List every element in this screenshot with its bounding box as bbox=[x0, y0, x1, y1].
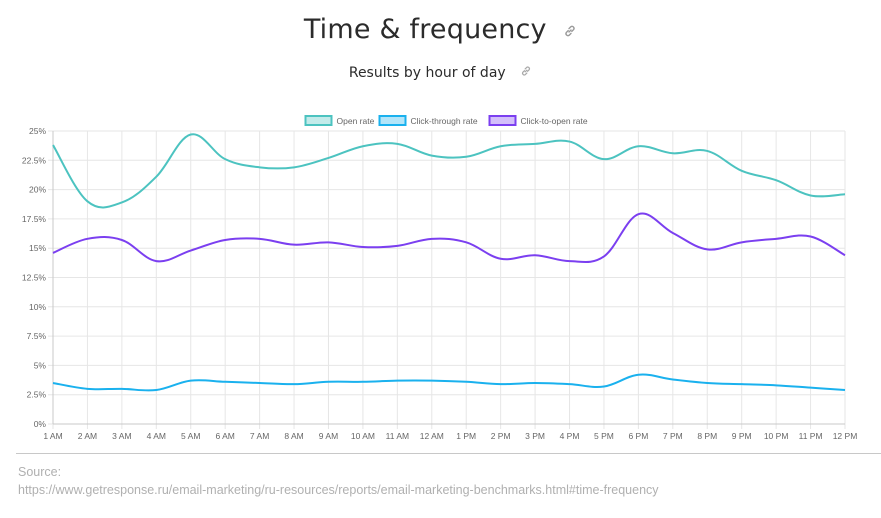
legend-label: Click-to-open rate bbox=[521, 116, 588, 126]
source-url[interactable]: https://www.getresponse.ru/email-marketi… bbox=[18, 483, 659, 497]
x-tick-label: 7 AM bbox=[250, 431, 269, 441]
legend-swatch bbox=[488, 115, 517, 126]
y-tick-label: 7.5% bbox=[27, 331, 47, 341]
x-tick-label: 4 AM bbox=[147, 431, 166, 441]
series-line bbox=[52, 373, 846, 392]
x-tick-label: 10 PM bbox=[764, 431, 789, 441]
legend-item[interactable]: Click-through rate bbox=[378, 115, 478, 126]
legend-item[interactable]: Click-to-open rate bbox=[488, 115, 588, 126]
x-tick-label: 5 AM bbox=[181, 431, 200, 441]
y-tick-label: 17.5% bbox=[22, 214, 47, 224]
divider bbox=[16, 453, 881, 454]
title-row: Time & frequency bbox=[0, 14, 881, 45]
link-icon[interactable] bbox=[520, 64, 532, 82]
y-tick-label: 0% bbox=[34, 419, 47, 429]
x-tick-label: 5 PM bbox=[594, 431, 614, 441]
x-tick-label: 6 PM bbox=[628, 431, 648, 441]
x-tick-label: 1 AM bbox=[43, 431, 62, 441]
x-tick-label: 8 AM bbox=[284, 431, 303, 441]
series-line bbox=[52, 212, 846, 263]
x-tick-label: 3 PM bbox=[525, 431, 545, 441]
y-tick-label: 10% bbox=[29, 302, 46, 312]
x-tick-label: 9 AM bbox=[319, 431, 338, 441]
x-tick-label: 3 AM bbox=[112, 431, 131, 441]
legend-label: Click-through rate bbox=[411, 116, 478, 126]
series-line bbox=[52, 133, 846, 209]
x-tick-label: 12 AM bbox=[420, 431, 444, 441]
y-tick-label: 12.5% bbox=[22, 273, 47, 283]
x-tick-label: 10 AM bbox=[351, 431, 375, 441]
chart-grid bbox=[48, 130, 846, 429]
y-tick-label: 15% bbox=[29, 243, 46, 253]
source-label: Source: bbox=[18, 465, 62, 479]
x-tick-label: 11 AM bbox=[386, 431, 409, 441]
chart-series bbox=[52, 133, 846, 392]
source-note: Source: https://www.getresponse.ru/email… bbox=[18, 463, 659, 499]
y-axis: 0% 2.5% 5% 7.5% 10% 12.5% 15% 17.5% 20% 22.5% 25% bbox=[22, 126, 47, 429]
x-tick-label: 2 PM bbox=[491, 431, 511, 441]
y-tick-label: 22.5% bbox=[22, 155, 47, 165]
x-tick-label: 8 PM bbox=[697, 431, 717, 441]
subtitle-row: Results by hour of day bbox=[0, 64, 881, 82]
y-tick-label: 20% bbox=[29, 185, 46, 195]
link-icon[interactable] bbox=[563, 24, 577, 43]
x-tick-label: 7 PM bbox=[663, 431, 683, 441]
y-tick-label: 25% bbox=[29, 126, 46, 136]
x-tick-label: 6 AM bbox=[215, 431, 234, 441]
line-chart: Open rate Click-through rate Click-to-open… bbox=[22, 115, 857, 441]
x-tick-label: 11 PM bbox=[799, 431, 823, 441]
legend-swatch bbox=[304, 115, 333, 126]
series-click-to-open-rate bbox=[52, 212, 846, 263]
x-tick-label: 12 PM bbox=[833, 431, 858, 441]
x-axis: 1 AM 2 AM 3 AM 4 AM 5 AM 6 AM 7 AM 8 AM 9 AM 10 A… bbox=[43, 431, 857, 441]
page-subtitle: Results by hour of day bbox=[348, 65, 506, 82]
chart-legend: Open rate Click-through rate Click-to-open… bbox=[304, 115, 588, 126]
series-click-through-rate bbox=[52, 373, 846, 392]
legend-item[interactable]: Open rate bbox=[304, 115, 375, 126]
x-tick-label: 4 PM bbox=[560, 431, 580, 441]
legend-swatch bbox=[378, 115, 407, 126]
y-tick-label: 5% bbox=[34, 360, 47, 370]
page-title: Time & frequency bbox=[303, 14, 547, 45]
y-tick-label: 2.5% bbox=[27, 390, 47, 400]
x-tick-label: 1 PM bbox=[456, 431, 476, 441]
series-open-rate bbox=[52, 133, 846, 209]
legend-label: Open rate bbox=[337, 116, 375, 126]
x-tick-label: 9 PM bbox=[732, 431, 752, 441]
x-tick-label: 2 AM bbox=[78, 431, 97, 441]
